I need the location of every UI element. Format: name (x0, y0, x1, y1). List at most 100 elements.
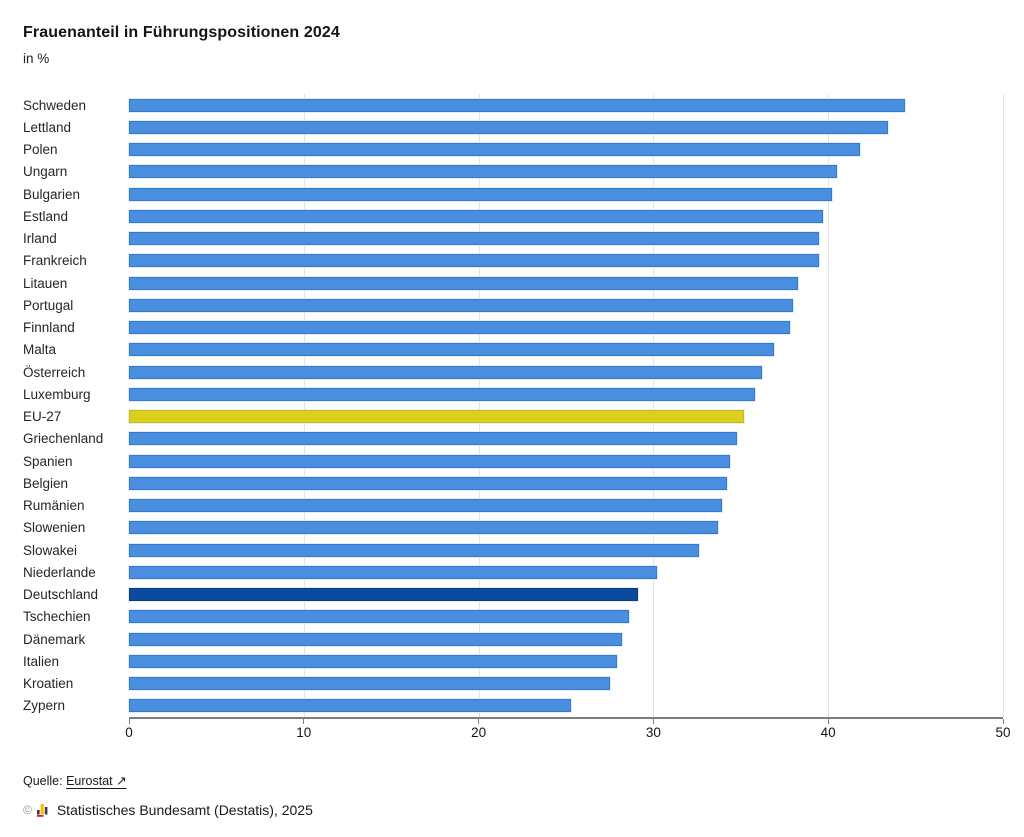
bar-frankreich (129, 254, 820, 268)
chart-rows: Schweden Lettland Polen Ungarn Bulgarien Estl… (0, 94, 1003, 717)
x-axis-tick (652, 719, 654, 724)
bar-estland (129, 209, 823, 223)
source-link-eurostat[interactable]: Eurostat ↗ (66, 774, 127, 788)
bar-eu-27 (129, 410, 745, 424)
bar-track (129, 365, 1003, 379)
country-label: Estland (23, 208, 69, 224)
chart-row: Italien (0, 650, 1003, 672)
chart-unit-label: in % (23, 51, 50, 66)
bar-track (129, 321, 1003, 335)
x-axis-tick (128, 719, 130, 724)
chart-row: Estland (0, 205, 1003, 227)
bar-malta (129, 343, 774, 357)
bar-ungarn (129, 165, 837, 179)
bar-track (129, 209, 1003, 223)
gridlines (129, 94, 1004, 717)
bar-irland (129, 232, 820, 246)
chart-row: Litauen (0, 272, 1003, 294)
chart-row: Dänemark (0, 628, 1003, 650)
bar-track (129, 98, 1003, 112)
bar-track (129, 632, 1003, 646)
country-label: Italien (23, 653, 60, 669)
bar-portugal (129, 298, 794, 312)
bar-chart: Schweden Lettland Polen Ungarn Bulgarien Estl… (0, 94, 1011, 740)
copyright-symbol: © (23, 803, 32, 817)
bar-track (129, 165, 1003, 179)
chart-row: Deutschland (0, 584, 1003, 606)
country-label: Österreich (23, 364, 86, 380)
bar-niederlande (129, 565, 657, 579)
copyright-line: © Statistisches Bundesamt (Destatis), 20… (23, 802, 313, 818)
x-axis-tick (478, 719, 480, 724)
bar-track (129, 187, 1003, 201)
country-label: Frankreich (23, 253, 87, 269)
gridline-50 (1003, 94, 1004, 717)
chart-row: Kroatien (0, 673, 1003, 695)
country-label: Litauen (23, 275, 68, 291)
gridline-20 (478, 94, 480, 717)
bar-slowakei (129, 543, 699, 557)
country-label: Griechenland (23, 431, 104, 447)
country-label: Malta (23, 342, 57, 358)
chart-row: Österreich (0, 361, 1003, 383)
x-axis-tick (1002, 719, 1004, 724)
bar-track (129, 454, 1003, 468)
bar-track (129, 677, 1003, 691)
bar-track (129, 143, 1003, 157)
destatis-logo-icon (36, 803, 52, 817)
gridline-10 (303, 94, 305, 717)
bar-track (129, 298, 1003, 312)
country-label: Slowakei (23, 542, 78, 558)
chart-row: Bulgarien (0, 183, 1003, 205)
country-label: Bulgarien (23, 186, 81, 202)
x-axis-tick (827, 719, 829, 724)
bar-schweden (129, 98, 906, 112)
bar-track (129, 521, 1003, 535)
bar-rum-nien (129, 499, 722, 513)
copyright-text: Statistisches Bundesamt (Destatis), 2025 (56, 802, 313, 818)
chart-row: Belgien (0, 472, 1003, 494)
chart-row: Griechenland (0, 428, 1003, 450)
x-axis-tick-label: 0 (125, 725, 133, 740)
chart-row: Schweden (0, 94, 1003, 116)
bar-track (129, 410, 1003, 424)
country-label: Finnland (23, 320, 75, 336)
bar-track (129, 432, 1003, 446)
x-axis-tick-label: 30 (645, 725, 661, 740)
bar-italien (129, 654, 617, 668)
chart-row: Polen (0, 139, 1003, 161)
source-line: Quelle: Eurostat ↗ (23, 773, 127, 788)
country-label: Rumänien (23, 498, 85, 514)
bar-bulgarien (129, 187, 832, 201)
bar-track (129, 565, 1003, 579)
bar-track (129, 120, 1003, 134)
chart-row: Irland (0, 228, 1003, 250)
gridline-40 (828, 94, 830, 717)
bar-luxemburg (129, 387, 755, 401)
bar-track (129, 343, 1003, 357)
bar-track (129, 588, 1003, 602)
bar-track (129, 610, 1003, 624)
country-label: Lettland (23, 119, 72, 135)
bar-kroatien (129, 677, 610, 691)
chart-row: Luxemburg (0, 383, 1003, 405)
country-label: Ungarn (23, 164, 68, 180)
country-label: Polen (23, 142, 58, 158)
chart-row: Slowakei (0, 539, 1003, 561)
bar-tschechien (129, 610, 629, 624)
x-axis-tick-label: 20 (471, 725, 487, 740)
bar-finnland (129, 321, 790, 335)
chart-row: Portugal (0, 294, 1003, 316)
x-axis-tick-labels: 0 10 20 30 40 50 (125, 725, 1010, 745)
chart-row: Rumänien (0, 495, 1003, 517)
country-label: Luxemburg (23, 386, 91, 402)
bar-slowenien (129, 521, 719, 535)
chart-row: Ungarn (0, 161, 1003, 183)
bar-zypern (129, 699, 572, 713)
source-label: Quelle: (23, 774, 63, 788)
bar-track (129, 387, 1003, 401)
chart-row: Malta (0, 339, 1003, 361)
chart-row: Slowenien (0, 517, 1003, 539)
x-axis-line (128, 717, 1004, 724)
x-axis-tick (303, 719, 305, 724)
